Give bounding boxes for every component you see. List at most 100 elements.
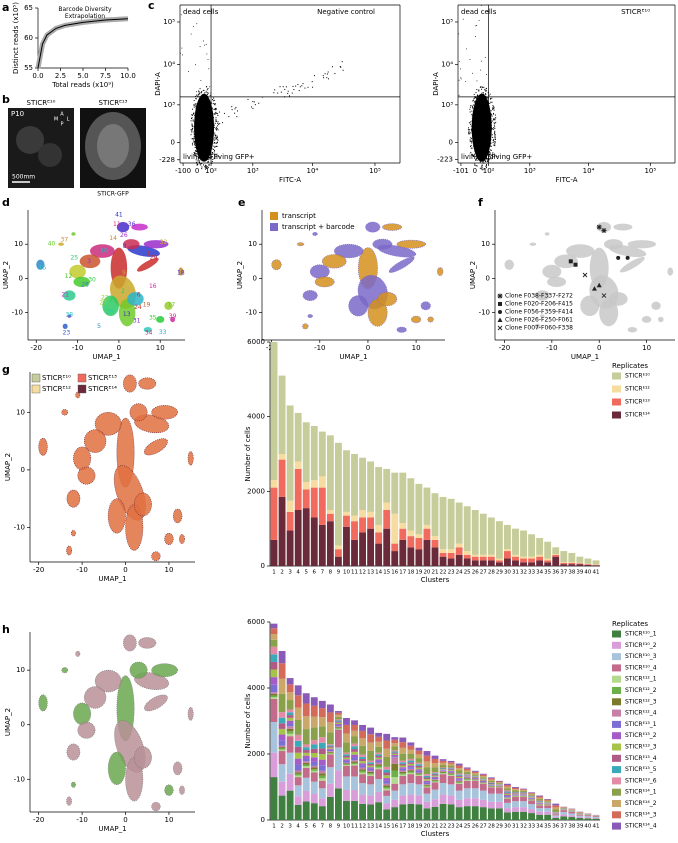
bar-segment: [528, 794, 535, 795]
bar-segment: [432, 756, 439, 759]
cluster-label: 31: [133, 318, 141, 325]
bar-segment: [295, 777, 302, 785]
legend-swatch: [612, 789, 621, 796]
bar-segment: [295, 510, 302, 566]
y-tick-label: 55: [24, 64, 33, 72]
x-tick-label: -20: [31, 344, 42, 352]
event-dot: [215, 139, 216, 140]
bar-segment: [327, 754, 334, 767]
event-dot: [481, 168, 482, 169]
bar-segment: [544, 815, 551, 820]
bar-segment: [351, 743, 358, 746]
bar-segment: [279, 782, 286, 796]
cluster-label: 3: [87, 258, 91, 265]
x-tick-label: 7.5: [100, 72, 111, 80]
cell-cloud: [139, 637, 156, 648]
bar-segment: [359, 759, 366, 761]
bar-segment: [576, 818, 583, 820]
legend-swatch: [612, 823, 621, 830]
x-tick-label: 10.0: [120, 72, 136, 80]
bar-segment: [536, 797, 543, 798]
bar-segment: [359, 774, 366, 783]
bar-segment: [287, 774, 294, 791]
bar-segment: [359, 768, 366, 770]
x-tick-label: -100: [175, 167, 191, 175]
bar-segment: [407, 774, 414, 783]
x-tick-label: 23: [448, 824, 455, 830]
bar-segment: [488, 517, 495, 554]
bar-segment: [343, 765, 350, 766]
y-tick-label: 6000: [247, 338, 265, 346]
bar-segment: [287, 512, 294, 531]
bar-segment: [568, 563, 575, 564]
x-tick-label: 1: [272, 570, 276, 576]
bar-segment: [399, 769, 406, 771]
bar-segment: [391, 544, 398, 551]
bar-segment: [464, 779, 471, 780]
event-dot: [196, 23, 197, 24]
x-tick-label: 31: [512, 824, 519, 830]
bar-segment: [448, 768, 455, 769]
cluster-label: 12: [65, 273, 73, 280]
event-dot: [195, 103, 196, 104]
event-dot: [493, 106, 494, 107]
bar-segment: [424, 751, 431, 756]
event-dot: [192, 109, 193, 110]
bar-segment: [456, 778, 463, 779]
event-dot: [214, 113, 215, 114]
cell-cloud: [39, 695, 48, 711]
bar-segment: [319, 737, 326, 743]
cell-cloud: [437, 267, 443, 275]
bar-segment: [383, 790, 390, 796]
cell-cloud: [580, 296, 599, 317]
legend-title: Replicates: [612, 362, 648, 370]
cell-cloud: [76, 651, 80, 656]
x-tick-label: 10: [343, 570, 350, 576]
cluster-label: 34: [145, 330, 153, 337]
bar-segment: [399, 804, 406, 820]
x-tick-label: 7: [321, 824, 325, 830]
event-dot: [472, 100, 473, 101]
bar-segment: [375, 747, 382, 753]
cell-cloud: [134, 493, 151, 516]
bar-segment: [456, 780, 463, 781]
bar-segment: [407, 759, 414, 761]
bar-segment: [359, 738, 366, 745]
cell-cloud: [173, 762, 182, 775]
legend-swatch: [612, 755, 621, 762]
x-tick-label: 37: [560, 570, 567, 576]
bar-segment: [536, 803, 543, 804]
bar-segment: [367, 734, 374, 742]
bar-segment: [496, 521, 503, 558]
event-dot: [193, 138, 194, 139]
cell-cloud: [71, 782, 75, 787]
bar-segment: [303, 482, 310, 489]
y-tick-label: 10: [14, 240, 23, 248]
event-dot: [328, 78, 329, 79]
bar-segment: [391, 551, 398, 566]
event-dot: [326, 77, 327, 78]
y-tick-label: 10: [16, 408, 25, 416]
event-dot: [219, 123, 220, 124]
event-dot: [494, 143, 495, 144]
bar-segment: [279, 747, 286, 748]
cell-cloud: [71, 232, 75, 235]
x-tick-label: 10: [156, 344, 165, 352]
bar-segment: [544, 560, 551, 562]
legend-label: STICRᴱ¹⁰_4: [625, 664, 657, 671]
cell-cloud: [428, 317, 434, 322]
bar-segment: [319, 717, 326, 726]
bar-segment: [343, 725, 350, 734]
event-dot: [472, 107, 473, 108]
panel-label: e: [238, 196, 245, 209]
legend-swatch: [612, 732, 621, 739]
bar-segment: [399, 738, 406, 743]
bar-segment: [311, 697, 318, 706]
bar-segment: [343, 754, 350, 756]
event-dot: [484, 89, 485, 90]
bar-segment: [464, 772, 471, 774]
bar-segment: [351, 540, 358, 566]
x-tick-label: 6: [313, 570, 317, 576]
event-dot: [472, 106, 473, 107]
